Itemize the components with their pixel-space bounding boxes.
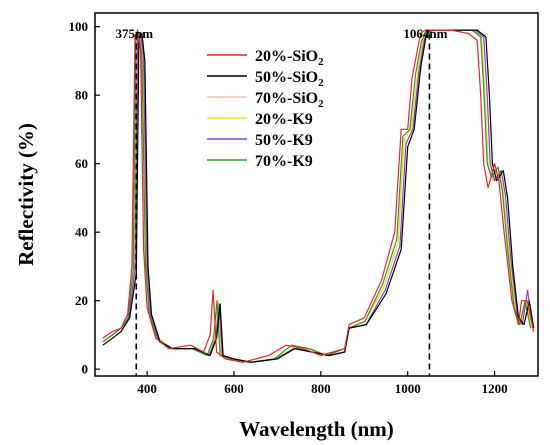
legend-label: 50%-K9 — [255, 132, 313, 149]
y-tick-label: 40 — [75, 225, 88, 240]
y-tick-label: 80 — [75, 88, 88, 103]
legend-label: 20%-K9 — [255, 111, 313, 128]
y-axis-title: Reflectivity (%) — [14, 123, 38, 266]
ticks-layer: 400 600 800 1000 1200 0 20 40 60 80 100 — [69, 19, 508, 396]
x-tick-label: 400 — [137, 381, 157, 396]
legend-label: 70%-K9 — [255, 153, 313, 170]
series-layer — [102, 29, 535, 363]
marker-label-1064nm: 1064nm — [403, 26, 447, 41]
x-tick-label: 600 — [224, 381, 244, 396]
legend-label: 50%-SiO2 — [255, 69, 324, 89]
marker-label-375nm: 375nm — [115, 26, 153, 41]
series-line-50-sio2 — [102, 29, 535, 363]
y-tick-label: 100 — [69, 19, 89, 34]
legend-label: 70%-SiO2 — [255, 90, 324, 110]
x-tick-label: 1200 — [482, 381, 508, 396]
legend-label: 20%-SiO2 — [255, 48, 324, 68]
y-tick-label: 0 — [82, 362, 89, 377]
annotation-layer: 375nm 1064nm — [115, 26, 448, 376]
x-axis-title: Wavelength (nm) — [239, 417, 394, 441]
series-line-20-sio2 — [102, 29, 535, 363]
y-tick-label: 20 — [75, 293, 88, 308]
x-tick-label: 1000 — [395, 381, 421, 396]
y-tick-label: 60 — [75, 156, 88, 171]
plot-frame — [94, 12, 539, 377]
x-tick-label: 800 — [311, 381, 331, 396]
